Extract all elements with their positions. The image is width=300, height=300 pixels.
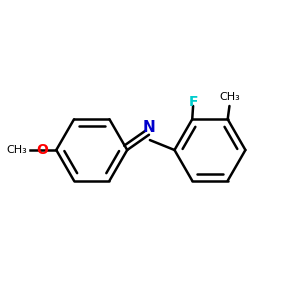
Text: CH₃: CH₃ (219, 92, 240, 102)
Text: O: O (36, 143, 48, 157)
Text: CH₃: CH₃ (7, 145, 27, 155)
Text: N: N (142, 120, 155, 135)
Text: F: F (188, 95, 198, 109)
